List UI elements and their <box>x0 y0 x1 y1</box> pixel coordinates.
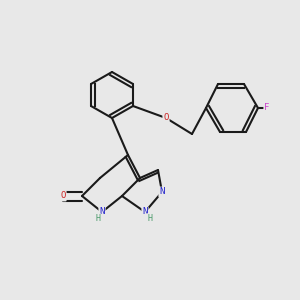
Text: O: O <box>163 113 169 122</box>
Text: F: F <box>264 103 270 112</box>
Text: H: H <box>147 214 152 223</box>
Text: H: H <box>95 214 100 223</box>
Text: O: O <box>60 191 66 200</box>
Text: N: N <box>99 208 105 217</box>
Text: N: N <box>142 208 148 217</box>
Text: N: N <box>159 188 165 196</box>
